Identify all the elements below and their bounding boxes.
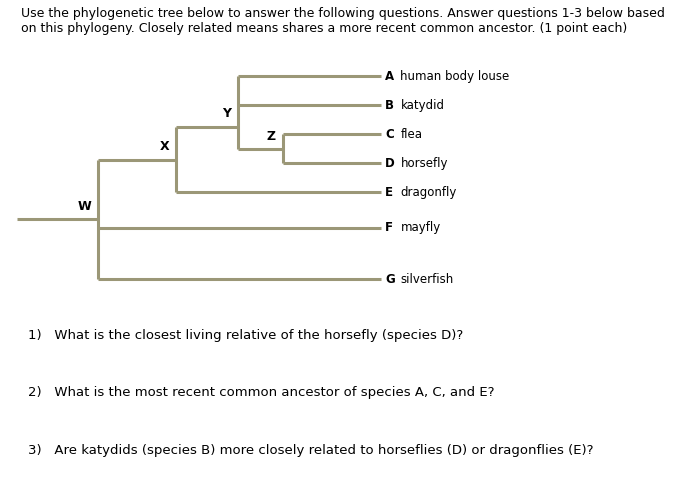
Text: Y: Y: [223, 108, 231, 120]
Text: mayfly: mayfly: [400, 221, 441, 234]
Text: 3)   Are katydids (species B) more closely related to horseflies (D) or dragonfl: 3) Are katydids (species B) more closely…: [28, 444, 594, 457]
Text: G: G: [385, 273, 395, 286]
Text: horsefly: horsefly: [400, 156, 448, 170]
Text: F: F: [385, 221, 393, 234]
Text: 1)   What is the closest living relative of the horsefly (species D)?: 1) What is the closest living relative o…: [28, 329, 463, 342]
Text: X: X: [160, 140, 169, 153]
Text: flea: flea: [400, 128, 422, 141]
Text: A: A: [385, 70, 394, 83]
Text: Use the phylogenetic tree below to answer the following questions. Answer questi: Use the phylogenetic tree below to answe…: [21, 7, 665, 35]
Text: E: E: [385, 186, 393, 199]
Text: katydid: katydid: [400, 98, 444, 112]
Text: silverfish: silverfish: [400, 273, 454, 286]
Text: 2)   What is the most recent common ancestor of species A, C, and E?: 2) What is the most recent common ancest…: [28, 386, 494, 399]
Text: C: C: [385, 128, 394, 141]
Text: dragonfly: dragonfly: [400, 186, 457, 199]
Text: W: W: [78, 200, 91, 213]
Text: B: B: [385, 98, 394, 112]
Text: human body louse: human body louse: [400, 70, 510, 83]
Text: Z: Z: [267, 131, 276, 144]
Text: D: D: [385, 156, 395, 170]
